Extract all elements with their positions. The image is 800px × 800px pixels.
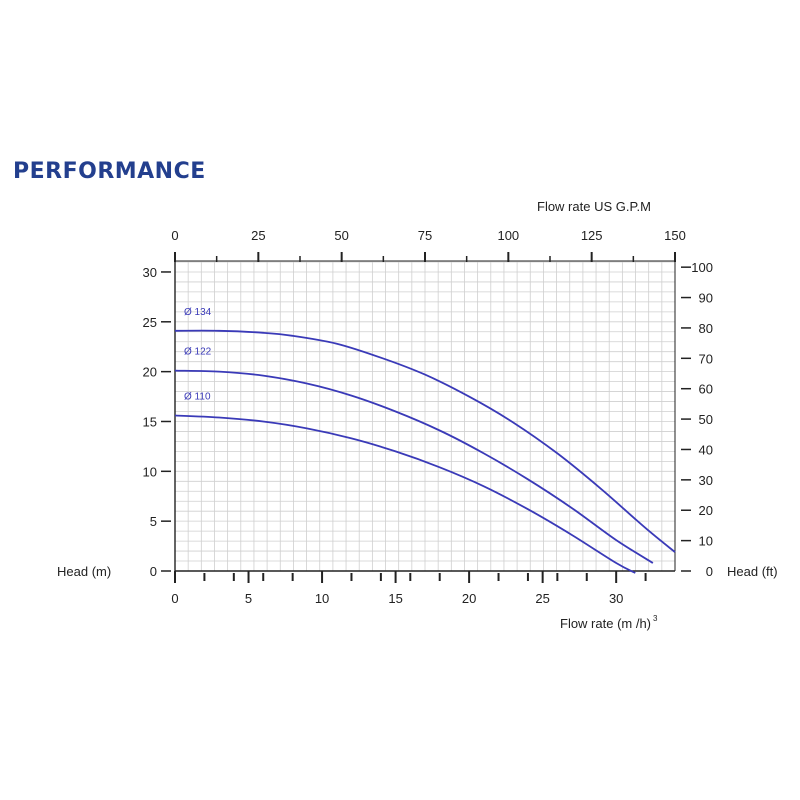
y-tick-label: 10 <box>143 464 157 479</box>
x-tick-label: 10 <box>315 591 329 606</box>
y2-tick-label: 40 <box>699 442 713 457</box>
x-axis-title-superscript: 3 <box>653 614 658 623</box>
y2-tick-label: 50 <box>699 412 713 427</box>
y-tick-label: 15 <box>143 414 157 429</box>
y-tick-label: 0 <box>150 564 157 579</box>
x-tick-label: 0 <box>171 591 178 606</box>
x2-tick-label: 125 <box>581 228 603 243</box>
y-tick-label: 25 <box>143 315 157 330</box>
x-tick-label: 5 <box>245 591 252 606</box>
x-tick-label: 15 <box>388 591 402 606</box>
chart-title: PERFORMANCE <box>13 159 206 184</box>
y2-tick-label: 90 <box>699 291 713 306</box>
y-axis-title: Head (m) <box>57 564 111 579</box>
x-tick-label: 30 <box>609 591 623 606</box>
y2-tick-label: 30 <box>699 473 713 488</box>
x2-tick-label: 150 <box>664 228 686 243</box>
x2-tick-label: 50 <box>334 228 348 243</box>
y2-tick-label: 60 <box>699 382 713 397</box>
x2-axis-title: Flow rate US G.P.M <box>537 199 651 214</box>
y-tick-label: 5 <box>150 514 157 529</box>
series-line-2 <box>174 414 636 574</box>
y2-tick-label: 70 <box>699 351 713 366</box>
y-tick-label: 20 <box>143 365 157 380</box>
y2-tick-label: 20 <box>699 503 713 518</box>
x-tick-label: 25 <box>535 591 549 606</box>
chart-labels-group: 0 5 10 15 20 25 300 25 50 75 100 125 150051015202530… <box>57 199 778 631</box>
x-axis-title: Flow rate (m /h) <box>560 616 651 631</box>
series-label-0: Ø 134 <box>184 307 212 318</box>
y2-tick-label: 10 <box>699 534 713 549</box>
x2-tick-label: 0 <box>171 228 178 243</box>
chart-series-group <box>174 329 676 574</box>
y-tick-label: 30 <box>143 265 157 280</box>
series-line-1 <box>174 369 654 564</box>
y2-axis-title: Head (ft) <box>727 564 778 579</box>
series-line-0 <box>174 329 676 553</box>
x2-tick-label: 25 <box>251 228 265 243</box>
x2-tick-label: 100 <box>497 228 519 243</box>
x2-tick-label: 75 <box>418 228 432 243</box>
x-tick-label: 20 <box>462 591 476 606</box>
y2-tick-label: 0 <box>706 564 713 579</box>
chart-grid <box>174 261 676 572</box>
series-label-2: Ø 110 <box>184 392 211 403</box>
y2-tick-label: 100 <box>691 260 713 275</box>
series-label-1: Ø 122 <box>184 347 212 358</box>
y2-tick-label: 80 <box>699 321 713 336</box>
chart-axes <box>161 252 691 583</box>
